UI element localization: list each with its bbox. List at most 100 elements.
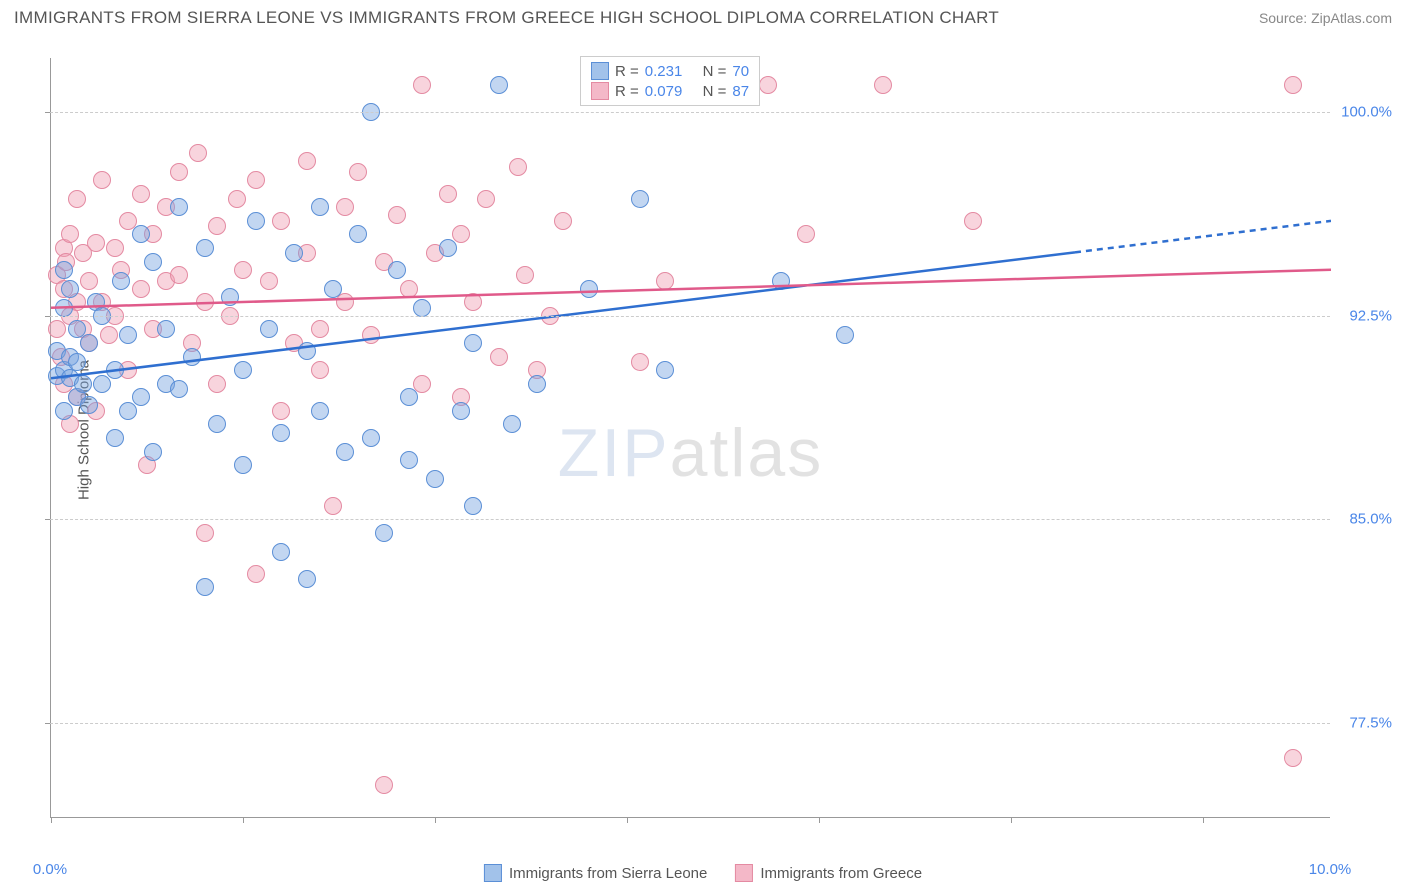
scatter-point-greece — [48, 320, 66, 338]
scatter-point-sierra-leone — [55, 299, 73, 317]
legend-swatch-sierra-leone — [591, 62, 609, 80]
scatter-point-sierra-leone — [132, 225, 150, 243]
scatter-point-greece — [68, 388, 86, 406]
legend-n-value-1: 87 — [732, 83, 749, 100]
scatter-point-greece — [260, 272, 278, 290]
scatter-point-greece — [208, 375, 226, 393]
legend-stats-row-1: R = 0.079 N = 87 — [591, 81, 749, 101]
scatter-point-greece — [272, 212, 290, 230]
watermark-atlas: atlas — [670, 415, 824, 491]
scatter-point-sierra-leone — [464, 497, 482, 515]
scatter-point-sierra-leone — [388, 261, 406, 279]
scatter-point-sierra-leone — [298, 342, 316, 360]
scatter-point-greece — [112, 261, 130, 279]
legend-r-label: R = — [615, 63, 639, 80]
scatter-point-sierra-leone — [80, 396, 98, 414]
scatter-point-greece — [55, 239, 73, 257]
scatter-point-sierra-leone — [157, 375, 175, 393]
scatter-point-sierra-leone — [55, 261, 73, 279]
scatter-point-greece — [106, 239, 124, 257]
x-tick-label: 10.0% — [1309, 861, 1352, 878]
legend-stats: R = 0.231 N = 70 R = 0.079 N = 87 — [580, 56, 760, 106]
scatter-point-greece — [100, 326, 118, 344]
scatter-point-sierra-leone — [157, 320, 175, 338]
scatter-point-sierra-leone — [144, 443, 162, 461]
x-tick — [51, 817, 52, 823]
trend-line-greece — [51, 270, 1331, 308]
legend-series-item-0: Immigrants from Sierra Leone — [484, 864, 707, 882]
scatter-point-sierra-leone — [196, 578, 214, 596]
scatter-point-greece — [61, 225, 79, 243]
scatter-point-greece — [1284, 76, 1302, 94]
scatter-point-greece — [388, 206, 406, 224]
scatter-point-greece — [247, 565, 265, 583]
scatter-point-sierra-leone — [298, 570, 316, 588]
scatter-point-greece — [234, 261, 252, 279]
scatter-point-sierra-leone — [119, 402, 137, 420]
scatter-point-sierra-leone — [112, 272, 130, 290]
scatter-point-sierra-leone — [324, 280, 342, 298]
legend-series-item-1: Immigrants from Greece — [735, 864, 922, 882]
scatter-point-greece — [138, 456, 156, 474]
scatter-point-greece — [57, 253, 75, 271]
scatter-point-sierra-leone — [311, 402, 329, 420]
scatter-point-sierra-leone — [208, 415, 226, 433]
scatter-point-greece — [336, 198, 354, 216]
scatter-point-sierra-leone — [221, 288, 239, 306]
scatter-point-greece — [55, 280, 73, 298]
x-tick — [1011, 817, 1012, 823]
y-tick-label: 100.0% — [1341, 104, 1392, 121]
scatter-point-greece — [196, 293, 214, 311]
x-tick-label: 0.0% — [33, 861, 67, 878]
scatter-point-greece — [375, 776, 393, 794]
scatter-point-sierra-leone — [48, 367, 66, 385]
scatter-point-greece — [554, 212, 572, 230]
scatter-point-greece — [144, 320, 162, 338]
scatter-point-greece — [964, 212, 982, 230]
scatter-point-greece — [119, 212, 137, 230]
x-tick — [243, 817, 244, 823]
legend-series-label-0: Immigrants from Sierra Leone — [509, 865, 707, 882]
scatter-point-greece — [157, 198, 175, 216]
legend-series-label-1: Immigrants from Greece — [760, 865, 922, 882]
watermark-zip: ZIP — [558, 415, 670, 491]
scatter-point-sierra-leone — [170, 198, 188, 216]
scatter-point-sierra-leone — [87, 293, 105, 311]
plot-area: ZIPatlas — [50, 58, 1330, 818]
scatter-point-greece — [247, 171, 265, 189]
legend-r-value-0: 0.231 — [645, 63, 683, 80]
scatter-point-greece — [132, 280, 150, 298]
chart-container: IMMIGRANTS FROM SIERRA LEONE VS IMMIGRAN… — [0, 0, 1406, 892]
scatter-point-greece — [516, 266, 534, 284]
trend-lines — [51, 58, 1331, 818]
scatter-point-greece — [324, 497, 342, 515]
legend-n-label: N = — [703, 83, 727, 100]
scatter-point-sierra-leone — [61, 280, 79, 298]
scatter-point-greece — [80, 272, 98, 290]
watermark: ZIPatlas — [558, 414, 823, 492]
scatter-point-sierra-leone — [74, 375, 92, 393]
scatter-point-greece — [68, 190, 86, 208]
scatter-point-sierra-leone — [439, 239, 457, 257]
scatter-point-greece — [464, 293, 482, 311]
scatter-point-greece — [157, 272, 175, 290]
scatter-point-greece — [439, 185, 457, 203]
scatter-point-sierra-leone — [55, 361, 73, 379]
scatter-point-sierra-leone — [183, 348, 201, 366]
legend-r-value-1: 0.079 — [645, 83, 683, 100]
scatter-point-sierra-leone — [106, 361, 124, 379]
scatter-point-sierra-leone — [234, 361, 252, 379]
scatter-point-greece — [48, 266, 66, 284]
scatter-point-sierra-leone — [55, 402, 73, 420]
y-tick-label: 85.0% — [1349, 511, 1392, 528]
scatter-point-greece — [74, 320, 92, 338]
scatter-point-sierra-leone — [68, 388, 86, 406]
scatter-point-greece — [189, 144, 207, 162]
scatter-point-greece — [349, 163, 367, 181]
y-tick-label: 92.5% — [1349, 307, 1392, 324]
scatter-point-sierra-leone — [452, 402, 470, 420]
gridline — [50, 519, 1330, 520]
gridline — [50, 112, 1330, 113]
x-tick — [435, 817, 436, 823]
scatter-point-greece — [119, 361, 137, 379]
